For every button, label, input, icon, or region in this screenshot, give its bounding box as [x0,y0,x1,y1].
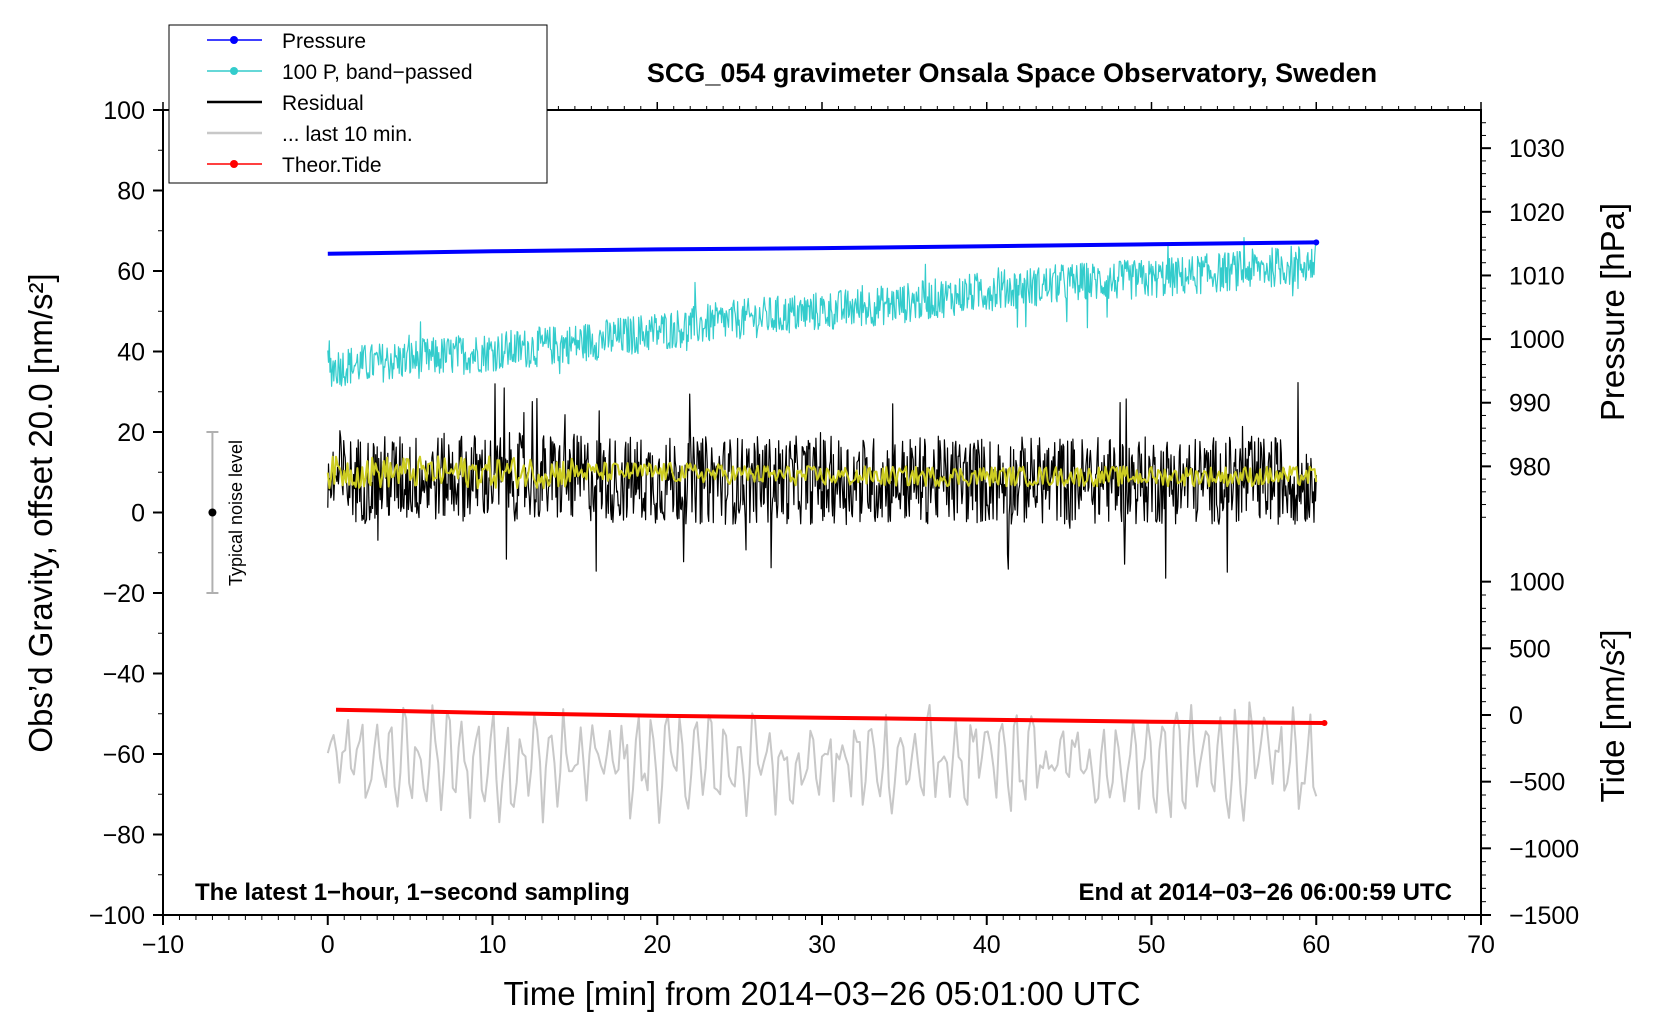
tide-tick-label: 500 [1509,635,1551,663]
pressure-tick-label: 1030 [1509,135,1565,163]
pressure-tick-label: 1020 [1509,199,1565,227]
series-line-residual [327,382,1317,579]
legend-label: Residual [282,92,364,115]
tide-tick-label: 0 [1509,702,1523,730]
legend-label: Theor.Tide [282,154,382,177]
tide-tick-label: −500 [1509,769,1565,797]
y-tick-label: 100 [103,97,145,125]
x-tick-label: 30 [808,931,836,959]
noise-bar-center-dot [208,508,217,517]
y-axis-title-pressure: Pressure [hPa] [1594,203,1631,421]
pressure-tick-label: 1010 [1509,262,1565,290]
x-axis-title: Time [min] from 2014−03−26 05:01:00 UTC [503,975,1140,1012]
noise-level-indicator [206,431,219,594]
x-tick-label: 40 [973,931,1001,959]
y-axis-title-tide: Tide [nm/s²] [1594,630,1631,803]
y-tick-label: 0 [131,500,145,528]
y-tick-label: −40 [103,661,145,689]
tide-tick-label: −1500 [1509,902,1579,930]
legend-label: Pressure [282,30,366,53]
pressure-tick-label: 990 [1509,390,1551,418]
legend-box [168,24,548,184]
x-tick-label: 0 [321,931,335,959]
y-tick-label: 40 [117,339,145,367]
ticks-layer: −10 0 10 20 30 40 50 60 70100806040200−20−40−60−… [89,97,1580,959]
x-tick-label: 20 [643,931,671,959]
series-end-marker [1321,720,1328,726]
series-end-marker [1313,239,1320,246]
tide-tick-label: 1000 [1509,569,1565,597]
x-tick-label: 60 [1302,931,1330,959]
x-tick-label: −10 [142,931,184,959]
series-line-theor-tide [335,707,1325,725]
y-tick-label: 80 [117,178,145,206]
x-tick-label: 10 [479,931,507,959]
tide-tick-label: −1000 [1509,835,1579,863]
x-tick-label: 50 [1138,931,1166,959]
y-tick-label: 20 [117,419,145,447]
y-tick-label: −80 [103,822,145,850]
legend-marker [230,160,238,168]
legend: Pressure 100 P, band−passed Residual ... la… [168,24,548,184]
end-time-note: End at 2014−03−26 06:00:59 UTC [1078,879,1452,906]
pressure-tick-label: 980 [1509,453,1551,481]
legend-marker [230,67,238,75]
sampling-note: The latest 1−hour, 1−second sampling [195,879,630,906]
x-tick-label: 70 [1467,931,1495,959]
series-line-100-p-band-passed [327,237,1317,387]
y-tick-label: 60 [117,258,145,286]
noise-level-label: Typical noise level [226,440,246,586]
y-tick-label: −100 [89,902,145,930]
pressure-tick-label: 1000 [1509,326,1565,354]
chart-title: SCG_054 gravimeter Onsala Space Observat… [647,58,1377,88]
series-line-smoothed-residual [326,455,1318,490]
legend-label: 100 P, band−passed [282,61,473,84]
series-layer [326,237,1328,824]
legend-marker [230,36,238,44]
series-line-last-10-min [326,701,1318,824]
y-axis-title-left: Obs’d Gravity, offset 20.0 [nm/s²] [22,273,59,752]
series-line-pressure [327,240,1317,256]
y-tick-label: −20 [103,580,145,608]
legend-label: ... last 10 min. [282,123,413,146]
y-tick-label: −60 [103,741,145,769]
